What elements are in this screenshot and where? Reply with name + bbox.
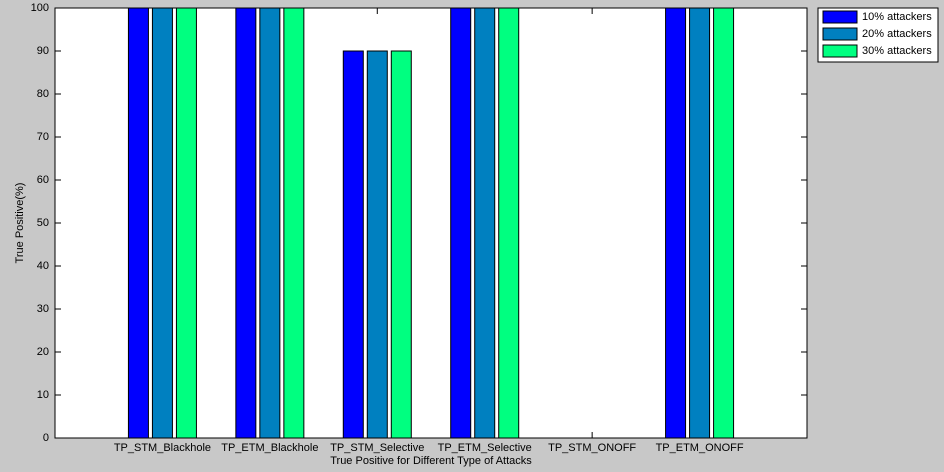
bar xyxy=(151,7,173,439)
bar xyxy=(474,7,496,439)
x-tick-label: TP_ETM_ONOFF xyxy=(656,442,744,454)
bar xyxy=(366,50,388,439)
legend-label: 20% attackers xyxy=(862,28,932,40)
legend-swatch xyxy=(822,44,858,58)
y-tick-label: 90 xyxy=(37,45,49,57)
bar xyxy=(342,50,364,439)
bar xyxy=(713,7,735,439)
y-tick-label: 10 xyxy=(37,389,49,401)
bar xyxy=(283,7,305,439)
x-tick-label: TP_STM_Blackhole xyxy=(114,442,211,454)
bar xyxy=(127,7,149,439)
y-tick-label: 80 xyxy=(37,88,49,100)
y-tick-label: 30 xyxy=(37,303,49,315)
x-tick-label: TP_STM_ONOFF xyxy=(548,442,636,454)
y-tick-label: 20 xyxy=(37,346,49,358)
legend-swatch xyxy=(822,27,858,41)
y-tick-label: 40 xyxy=(37,260,49,272)
y-tick-label: 100 xyxy=(31,2,49,14)
bar xyxy=(450,7,472,439)
legend-label: 30% attackers xyxy=(862,45,932,57)
bar xyxy=(390,50,412,439)
bar xyxy=(235,7,257,439)
x-axis-label: True Positive for Different Type of Atta… xyxy=(330,455,532,467)
y-tick-label: 0 xyxy=(43,432,49,444)
x-tick-label: TP_STM_Selective xyxy=(330,442,424,454)
y-tick-label: 60 xyxy=(37,174,49,186)
bar xyxy=(689,7,711,439)
bar xyxy=(175,7,197,439)
y-tick-label: 70 xyxy=(37,131,49,143)
x-tick-label: TP_ETM_Blackhole xyxy=(221,442,318,454)
bar xyxy=(259,7,281,439)
y-axis-label: True Positive(%) xyxy=(14,183,26,264)
bar xyxy=(498,7,520,439)
legend-label: 10% attackers xyxy=(862,11,932,23)
bar xyxy=(665,7,687,439)
x-tick-label: TP_ETM_Selective xyxy=(438,442,532,454)
y-tick-label: 50 xyxy=(37,217,49,229)
legend-swatch xyxy=(822,10,858,24)
